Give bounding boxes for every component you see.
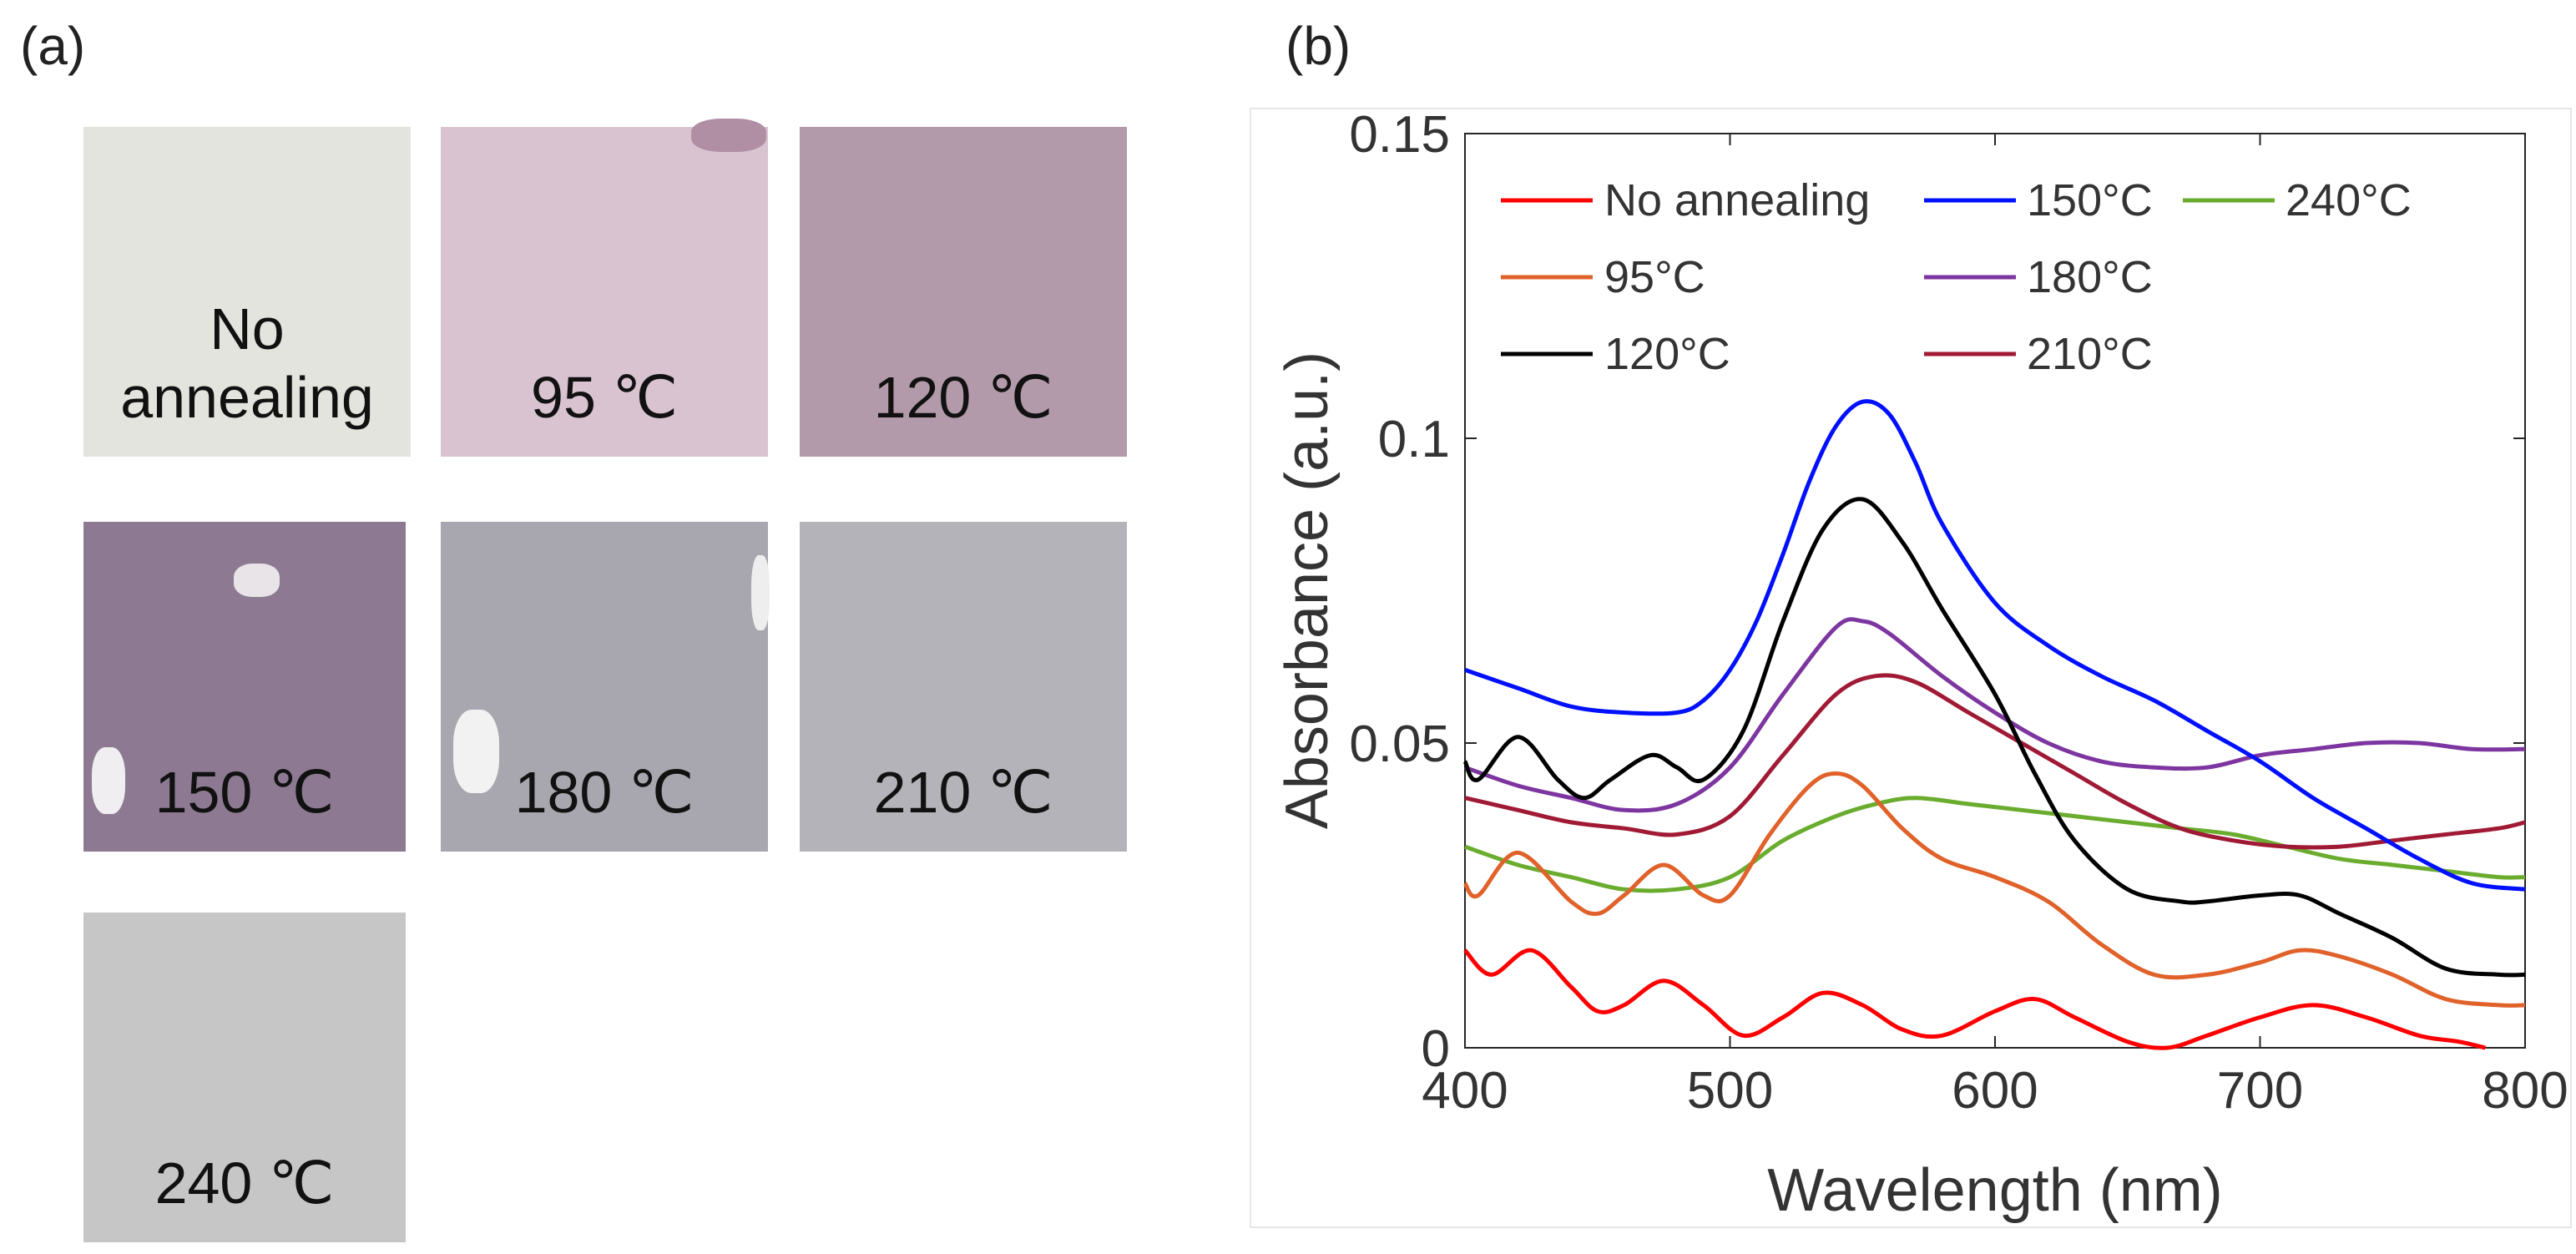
surface-defect (92, 747, 125, 814)
legend-label: No annealing (1604, 175, 1870, 225)
sample-tile-180c: 180 ℃ (441, 522, 770, 852)
y-tick-label: 0.05 (1349, 715, 1450, 773)
caption-line: No (210, 296, 285, 362)
legend-label: 240°C (2286, 175, 2412, 225)
sample-tile-240c: 240 ℃ (83, 913, 406, 1242)
sample-tile-no-annealing: No annealing (83, 127, 411, 457)
x-tick-label: 800 (2482, 1062, 2568, 1120)
series-line-120-c (1462, 497, 2526, 978)
sample-tile-95c: 95 ℃ (441, 119, 768, 457)
legend-label: 95°C (1604, 252, 1705, 302)
sample-caption: 120 ℃ (873, 365, 1053, 430)
sample-caption: 95 ℃ (531, 365, 678, 430)
legend: No annealing 95°C 120°C 150°C 180°C 210°… (1501, 175, 2412, 379)
y-tick-label: 0 (1422, 1020, 1450, 1078)
panel-a-label: (a) (20, 16, 86, 76)
surface-defect (691, 119, 766, 152)
sample-tile-120c: 120 ℃ (800, 127, 1127, 457)
legend-label: 120°C (1604, 329, 1730, 379)
series-line-no-annealing (1463, 948, 2486, 1050)
surface-defect (751, 555, 770, 630)
surface-defect (234, 564, 280, 597)
chart-figure-background (1250, 108, 2572, 1228)
sample-caption: 240 ℃ (154, 1150, 335, 1216)
sample-caption: 150 ℃ (154, 760, 335, 825)
legend-label: 180°C (2027, 252, 2153, 302)
sample-caption: No annealing (83, 295, 411, 432)
panel-b-label: (b) (1285, 16, 1351, 76)
sample-caption: 210 ℃ (873, 760, 1053, 825)
series-layer (1462, 399, 2526, 1050)
sample-caption: 180 ℃ (514, 760, 695, 825)
caption-line: annealing (120, 365, 374, 430)
legend-label: 210°C (2027, 329, 2153, 379)
tick-layer: 400 500 600 700 800 0 0.05 0.1 0.15 (1349, 106, 2568, 1120)
series-line-95-c (1462, 771, 2526, 1008)
y-axis-label: Absorbance (a.u.) (1274, 351, 1341, 829)
x-tick-label: 700 (2217, 1062, 2303, 1120)
x-tick-label: 500 (1687, 1062, 1773, 1120)
sample-tile-210c: 210 ℃ (800, 522, 1127, 852)
sample-tile-150c: 150 ℃ (83, 522, 406, 852)
series-line-150-c (1464, 399, 2526, 892)
series-line-180-c (1464, 617, 2526, 813)
x-tick-label: 600 (1952, 1062, 2038, 1120)
series-line-210-c (1464, 673, 2526, 850)
y-tick-label: 0.15 (1349, 106, 1450, 164)
surface-defect (453, 710, 499, 793)
series-line-240-c (1464, 796, 2526, 893)
x-axis-label: Wavelength (nm) (1767, 1157, 2223, 1224)
y-tick-label: 0.1 (1378, 411, 1450, 468)
x-tick-label: 400 (1422, 1062, 1508, 1120)
legend-label: 150°C (2027, 175, 2153, 225)
